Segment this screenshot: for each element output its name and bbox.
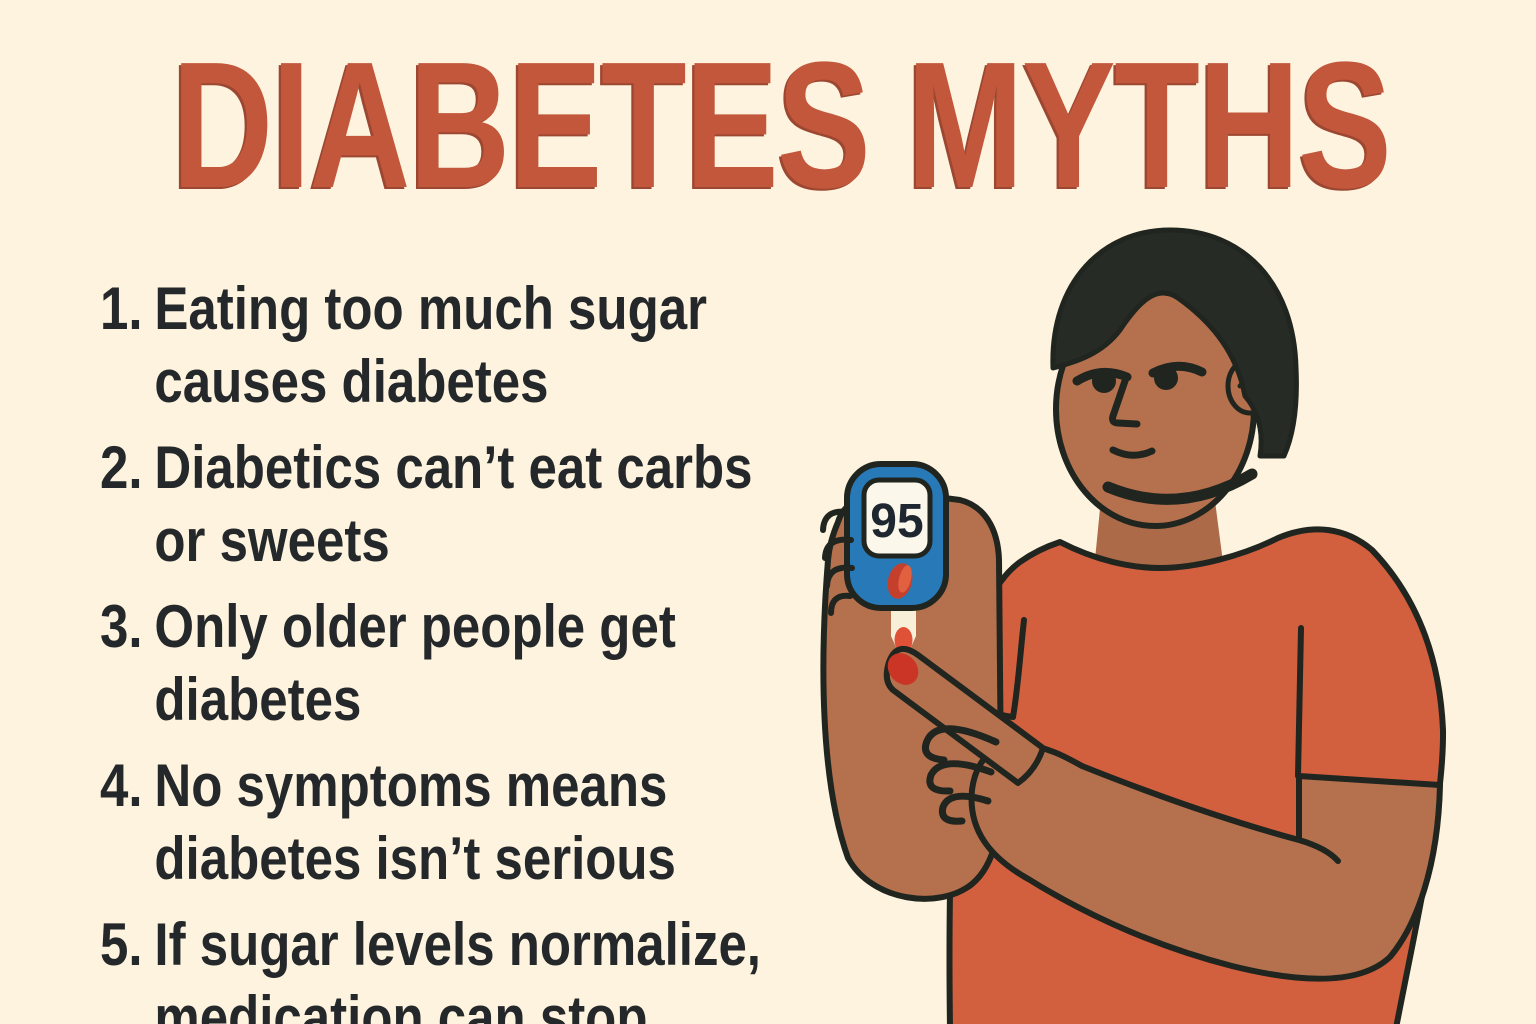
myth-item: 2. Diabetics can’t eat carbs or sweets: [100, 431, 899, 577]
meter-reading: 95: [870, 495, 923, 548]
myth-text: Only older people get diabetes: [154, 593, 676, 733]
myth-text: No symptoms means diabetes isn’t serious: [154, 752, 676, 892]
myth-text: Eating too much sugar causes diabetes: [154, 275, 707, 415]
person-illustration: 95: [820, 227, 1447, 1024]
myth-number: 5.: [100, 911, 143, 978]
meter-screen: [861, 477, 933, 559]
myth-number: 3.: [100, 593, 143, 660]
myth-text: If sugar levels normalize, medication ca…: [154, 911, 761, 1024]
header: DIABETES MYTHS: [0, 36, 1536, 216]
page-title: DIABETES MYTHS: [171, 25, 1392, 226]
curled-fingers: [921, 725, 1000, 825]
head: [1050, 227, 1299, 529]
right-sleeve-seam: [1295, 625, 1304, 779]
eye-right: [1154, 366, 1178, 390]
myth-number: 4.: [100, 752, 143, 819]
myths-list: 1. Eating too much sugar causes diabetes…: [100, 272, 899, 1024]
myth-number: 1.: [100, 275, 143, 342]
pointing-hand-arm: [883, 645, 1443, 982]
arm-fold-line: [1296, 837, 1341, 864]
eye-left: [1092, 369, 1116, 393]
myth-number: 2.: [100, 434, 143, 501]
myth-item: 3. Only older people get diabetes: [100, 590, 899, 736]
nose: [1109, 374, 1141, 428]
holding-hand-fingers: [820, 508, 855, 616]
myth-text: Diabetics can’t eat carbs or sweets: [154, 434, 753, 574]
mouth: [1109, 446, 1156, 459]
fingertip-blood: [887, 653, 919, 685]
meter-button-highlight: [898, 565, 912, 593]
hair: [1050, 227, 1299, 459]
left-sleeve-seam: [1010, 617, 1027, 720]
myth-item: 1. Eating too much sugar causes diabetes: [100, 272, 899, 418]
jaw-line: [1102, 468, 1258, 505]
myth-item: 5. If sugar levels normalize, medication…: [100, 908, 899, 1024]
myth-item: 4. No symptoms means diabetes isn’t seri…: [100, 749, 899, 895]
index-finger: [883, 645, 1046, 786]
pointing-arm: [968, 740, 1443, 982]
